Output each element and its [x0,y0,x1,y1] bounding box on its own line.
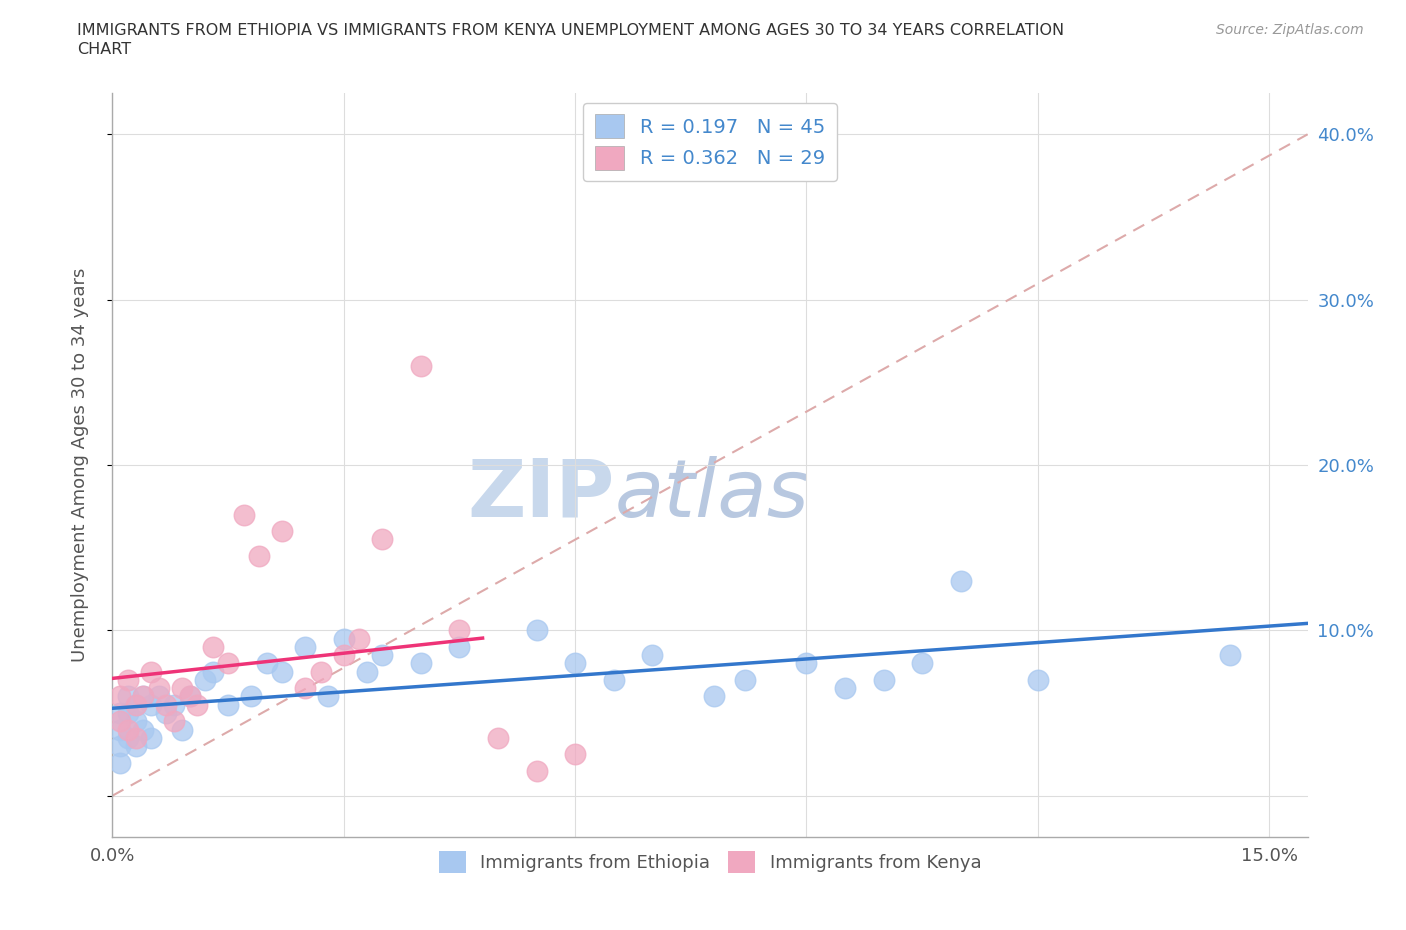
Point [124,730,146,745]
Point [108,706,131,721]
Point [108,689,131,704]
Point [132,689,155,704]
Point [333,647,356,662]
Point [179,689,201,704]
Point [232,507,254,522]
Point [449,640,471,655]
Point [949,573,972,588]
Point [124,738,146,753]
Point [186,698,208,712]
Point [294,640,316,655]
Point [217,698,239,712]
Point [201,640,224,655]
Point [333,631,356,646]
Text: ZIP: ZIP [467,456,614,534]
Point [734,672,756,687]
Point [155,698,177,712]
Point [271,524,294,538]
Point [108,738,131,753]
Point [371,647,394,662]
Point [256,656,278,671]
Point [163,714,186,729]
Point [294,681,316,696]
Text: Source: ZipAtlas.com: Source: ZipAtlas.com [1216,23,1364,37]
Point [179,689,201,704]
Point [139,730,162,745]
Point [347,631,370,646]
Point [139,664,162,679]
Point [309,664,332,679]
Point [247,549,270,564]
Point [240,689,263,704]
Point [834,681,856,696]
Point [124,698,146,712]
Point [139,698,162,712]
Point [117,706,139,721]
Point [564,747,586,762]
Point [526,764,548,778]
Text: IMMIGRANTS FROM ETHIOPIA VS IMMIGRANTS FROM KENYA UNEMPLOYMENT AMONG AGES 30 TO : IMMIGRANTS FROM ETHIOPIA VS IMMIGRANTS F… [77,23,1064,38]
Point [108,755,131,770]
Point [872,672,894,687]
Point [108,722,131,737]
Point [1219,647,1241,662]
Point [356,664,378,679]
Point [796,656,818,671]
Point [194,672,217,687]
Point [318,689,340,704]
Point [117,689,139,704]
Point [170,722,193,737]
Point [449,623,471,638]
Point [132,689,155,704]
Point [117,730,139,745]
Point [1026,672,1049,687]
Point [148,681,170,696]
Point [911,656,934,671]
Point [117,672,139,687]
Point [271,664,294,679]
Point [148,689,170,704]
Point [170,681,193,696]
Point [409,358,432,373]
Point [526,623,548,638]
Text: CHART: CHART [77,42,131,57]
Point [409,656,432,671]
Text: atlas: atlas [614,456,810,534]
Y-axis label: Unemployment Among Ages 30 to 34 years: Unemployment Among Ages 30 to 34 years [70,268,89,662]
Legend: Immigrants from Ethiopia, Immigrants from Kenya: Immigrants from Ethiopia, Immigrants fro… [432,844,988,880]
Point [124,714,146,729]
Point [486,730,509,745]
Point [117,722,139,737]
Point [217,656,239,671]
Point [602,672,624,687]
Point [132,722,155,737]
Point [163,698,186,712]
Point [564,656,586,671]
Point [124,698,146,712]
Point [155,706,177,721]
Point [371,532,394,547]
Point [703,689,725,704]
Point [108,714,131,729]
Point [641,647,664,662]
Point [201,664,224,679]
